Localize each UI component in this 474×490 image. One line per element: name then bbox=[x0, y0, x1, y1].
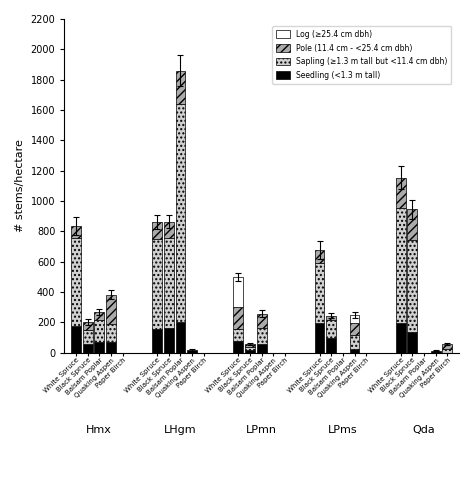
Bar bbox=[164, 221, 174, 238]
Bar bbox=[82, 330, 92, 344]
Bar bbox=[164, 328, 174, 353]
Bar bbox=[431, 350, 441, 353]
Bar bbox=[326, 316, 336, 320]
Text: Hmx: Hmx bbox=[86, 425, 112, 435]
Bar bbox=[442, 348, 452, 353]
Bar bbox=[257, 314, 266, 328]
Bar bbox=[71, 238, 81, 326]
Bar bbox=[152, 328, 162, 353]
Bar bbox=[175, 71, 185, 104]
Bar bbox=[152, 239, 162, 328]
Bar bbox=[408, 332, 417, 353]
Bar bbox=[82, 344, 92, 353]
Text: Qda: Qda bbox=[413, 425, 436, 435]
Bar bbox=[396, 208, 406, 323]
Legend: Log (≥25.4 cm dbh), Pole (11.4 cm - <25.4 cm dbh), Sapling (≥1.3 m tall but <11.: Log (≥25.4 cm dbh), Pole (11.4 cm - <25.… bbox=[273, 26, 451, 84]
Bar bbox=[349, 315, 359, 323]
Bar bbox=[396, 177, 406, 208]
Bar bbox=[233, 277, 243, 307]
Bar bbox=[326, 338, 336, 353]
Bar bbox=[71, 326, 81, 353]
Text: LHgm: LHgm bbox=[164, 425, 197, 435]
Bar bbox=[175, 322, 185, 353]
Y-axis label: # stems/hectare: # stems/hectare bbox=[15, 140, 25, 232]
Bar bbox=[408, 209, 417, 240]
Bar bbox=[94, 343, 104, 353]
Text: LPmn: LPmn bbox=[246, 425, 277, 435]
Bar bbox=[349, 348, 359, 353]
Bar bbox=[106, 343, 116, 353]
Bar bbox=[396, 323, 406, 353]
Bar bbox=[233, 307, 243, 329]
Text: LPms: LPms bbox=[328, 425, 358, 435]
Bar bbox=[152, 222, 162, 239]
Bar bbox=[245, 344, 255, 347]
Bar bbox=[164, 238, 174, 328]
Bar bbox=[94, 312, 104, 319]
Bar bbox=[349, 335, 359, 348]
Bar bbox=[315, 250, 325, 263]
Bar bbox=[245, 350, 255, 353]
Bar bbox=[245, 347, 255, 350]
Bar bbox=[94, 319, 104, 343]
Bar bbox=[187, 350, 197, 353]
Bar bbox=[315, 323, 325, 353]
Bar bbox=[82, 322, 92, 330]
Bar bbox=[233, 329, 243, 342]
Bar bbox=[106, 324, 116, 343]
Bar bbox=[233, 342, 243, 353]
Bar bbox=[175, 104, 185, 322]
Bar bbox=[349, 323, 359, 335]
Bar bbox=[106, 294, 116, 324]
Bar bbox=[315, 263, 325, 323]
Bar bbox=[257, 328, 266, 344]
Bar bbox=[408, 240, 417, 332]
Bar bbox=[257, 344, 266, 353]
Bar bbox=[326, 320, 336, 338]
Bar bbox=[442, 344, 452, 348]
Bar bbox=[71, 226, 81, 238]
